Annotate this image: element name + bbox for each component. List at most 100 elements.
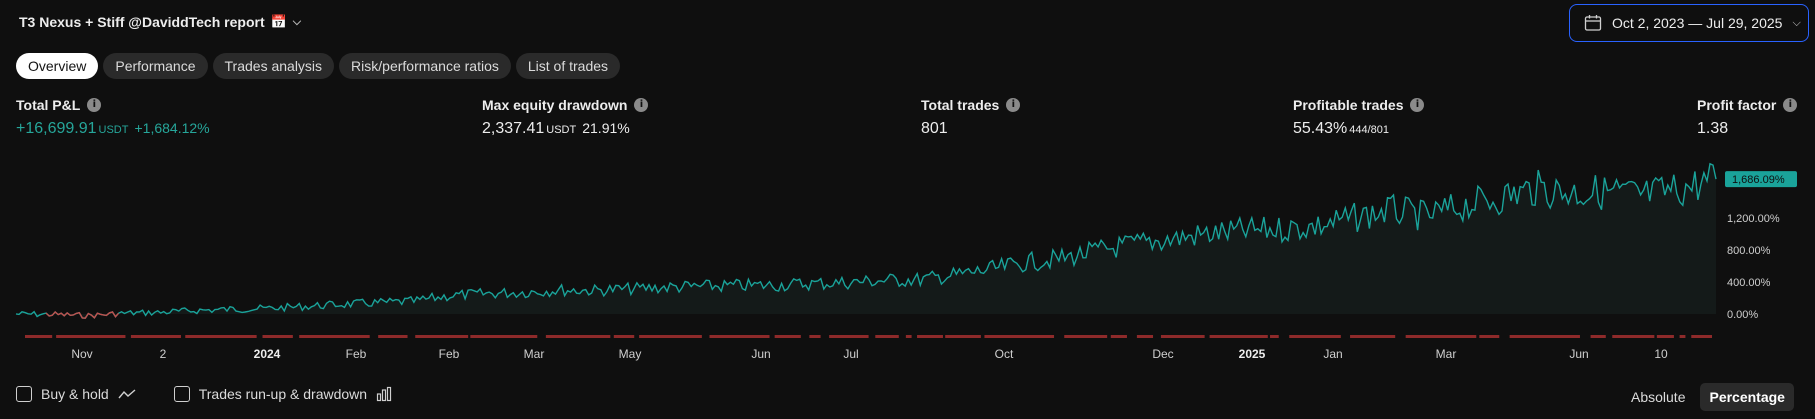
tab-bar: Overview Performance Trades analysis Ris…: [16, 53, 621, 79]
metric-value: 55.43% 444/801: [1293, 120, 1424, 138]
drawdown-bar: [470, 335, 538, 338]
equity-line-negative: [45, 311, 120, 319]
drawdown-bar: [1509, 335, 1580, 338]
drawdown-bar: [25, 335, 53, 338]
profit-factor-value: 1.38: [1697, 120, 1729, 137]
drawdown-bar: [1590, 335, 1606, 338]
total-pnl-value: +16,699.91: [16, 120, 97, 137]
x-tick-label: Jun: [751, 347, 770, 361]
metric-label: Profit factor: [1697, 97, 1777, 113]
x-tick-label: 2: [160, 347, 167, 361]
drawdown-bar: [709, 335, 770, 338]
metric-label: Total P&L: [16, 97, 81, 113]
runup-drawdown-toggle[interactable]: Trades run-up & drawdown: [173, 386, 392, 402]
total-trades-value: 801: [921, 120, 948, 137]
equity-area: [16, 163, 1716, 319]
buy-hold-toggle[interactable]: Buy & hold: [16, 386, 136, 402]
chevron-down-icon: ⌵: [1792, 16, 1801, 29]
drawdown-bar: [639, 335, 702, 338]
metric-label: Profitable trades: [1293, 97, 1404, 113]
drawdown-bar: [875, 335, 899, 338]
drawdown-bar: [1160, 335, 1205, 338]
tab-list-of-trades[interactable]: List of trades: [515, 53, 621, 79]
drawdown-bar: [917, 335, 943, 338]
unit-label: USDT: [98, 124, 129, 136]
y-tick-label: 800.00%: [1727, 245, 1771, 257]
drawdown-bar: [945, 335, 981, 338]
tab-overview[interactable]: Overview: [16, 53, 99, 79]
metric-profit-factor: Profit factor i 1.38: [1697, 97, 1798, 138]
x-tick-label: May: [619, 347, 642, 361]
drawdown-bar: [1691, 335, 1712, 338]
drawdown-bar: [1209, 335, 1268, 338]
drawdown-bar: [984, 335, 1055, 338]
info-icon[interactable]: i: [1783, 98, 1798, 112]
absolute-button[interactable]: Absolute: [1631, 389, 1686, 405]
x-tick-label: Feb: [346, 347, 367, 361]
runup-label: Trades run-up & drawdown: [198, 386, 368, 402]
drawdown-bar: [1679, 335, 1686, 338]
date-range-picker[interactable]: Oct 2, 2023 — Jul 29, 2025 ⌵: [1569, 4, 1809, 42]
scale-mode-toggle: Absolute Percentage: [1622, 383, 1794, 411]
percentage-button[interactable]: Percentage: [1700, 383, 1794, 411]
x-tick-label: Mar: [524, 347, 545, 361]
report-title-text: T3 Nexus + Stiff @DaviddTech report: [19, 14, 265, 30]
info-icon[interactable]: i: [87, 98, 102, 112]
date-range-text: Oct 2, 2023 — Jul 29, 2025: [1612, 15, 1783, 31]
metric-total-trades: Total trades i 801: [921, 97, 1021, 138]
drawdown-bar: [809, 335, 821, 338]
info-icon[interactable]: i: [1410, 98, 1425, 112]
x-tick-label: 10: [1654, 347, 1668, 361]
max-drawdown-value: 2,337.41: [482, 120, 545, 137]
x-tick-label: Jul: [843, 347, 858, 361]
y-tick-label: 400.00%: [1727, 277, 1771, 289]
y-tick-label: 1,200.00%: [1727, 213, 1780, 225]
bar-chart-icon: [376, 386, 392, 402]
drawdown-bar: [185, 335, 257, 338]
tab-trades-analysis[interactable]: Trades analysis: [212, 53, 335, 79]
drawdown-bar: [1656, 335, 1674, 338]
drawdown-bar: [262, 335, 293, 338]
drawdown-bar: [1270, 335, 1279, 338]
drawdown-bar: [130, 335, 181, 338]
profitable-trades-ratio: 444/801: [1349, 124, 1390, 136]
drawdown-bar: [774, 335, 801, 338]
x-tick-label: 2024: [254, 347, 281, 361]
tab-risk-performance-ratios[interactable]: Risk/performance ratios: [339, 53, 511, 79]
max-drawdown-percent: 21.91%: [582, 120, 630, 136]
x-tick-label: Dec: [1152, 347, 1173, 361]
drawdown-bar: [1064, 335, 1108, 338]
chart-options: Buy & hold Trades run-up & drawdown: [16, 386, 392, 402]
metric-total-pnl: Total P&L i +16,699.91 USDT +1,684.12%: [16, 97, 210, 138]
tab-performance[interactable]: Performance: [103, 53, 208, 79]
profitable-trades-value: 55.43%: [1293, 120, 1348, 137]
info-icon[interactable]: i: [634, 98, 649, 112]
drawdown-bar: [56, 335, 126, 338]
x-tick-label: Oct: [995, 347, 1014, 361]
x-tick-label: Jan: [1323, 347, 1342, 361]
chevron-down-icon: ⌵: [292, 15, 302, 28]
report-title[interactable]: T3 Nexus + Stiff @DaviddTech report 📅 ⌵: [19, 14, 301, 30]
equity-chart[interactable]: 0.00% 400.00% 800.00% 1,200.00% 1,686.09% Nov…: [0, 150, 1815, 370]
drawdown-bar: [415, 335, 469, 338]
x-tick-label: Jun: [1569, 347, 1588, 361]
unit-label: USDT: [546, 124, 577, 136]
drawdown-bar: [299, 335, 370, 338]
drawdown-bar: [1110, 335, 1127, 338]
drawdown-bar: [1136, 335, 1154, 338]
drawdown-bar: [905, 335, 912, 338]
drawdown-bar: [1612, 335, 1655, 338]
drawdown-bar: [1479, 335, 1500, 338]
x-tick-label: Nov: [71, 347, 92, 361]
metric-label: Total trades: [921, 97, 1000, 113]
equity-line: [15, 162, 1717, 319]
metric-label: Max equity drawdown: [482, 97, 628, 113]
drawdown-bar: [1405, 335, 1477, 338]
line-chart-icon: [118, 389, 136, 399]
calendar-emoji-icon: 📅: [270, 14, 287, 29]
drawdown-bar: [378, 335, 408, 338]
info-icon[interactable]: i: [1006, 98, 1021, 112]
checkbox[interactable]: [16, 386, 32, 402]
checkbox[interactable]: [173, 386, 190, 402]
y-tick-label: 0.00%: [1727, 309, 1758, 321]
